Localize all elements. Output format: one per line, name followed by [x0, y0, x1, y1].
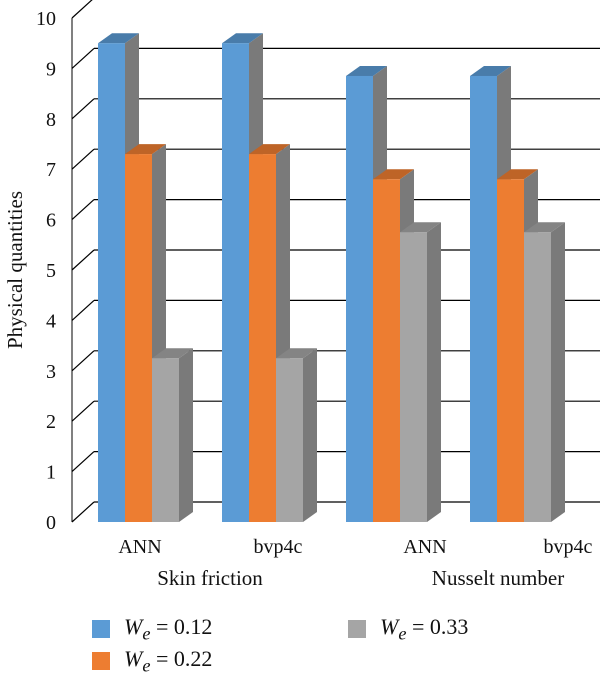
- legend-item-we-0-22: We = 0.22: [92, 646, 212, 676]
- legend: We = 0.12 We = 0.22 We = 0.33: [92, 608, 572, 675]
- y-tick-labels: 0 1 2 3 4 5 6 7 8 9 10: [36, 8, 56, 534]
- x-category-label: ANN: [118, 536, 161, 558]
- y-tick-label: 3: [46, 361, 56, 383]
- gridline: [71, 98, 600, 120]
- bar: [400, 222, 441, 522]
- y-axis-label: Physical quantities: [3, 191, 27, 349]
- gridline: [71, 47, 600, 69]
- bar: [276, 348, 317, 522]
- legend-swatch: [92, 652, 110, 671]
- bar-chart: 0 1 2 3 4 5 6 7 8 9 10 ANN bvp4c ANN bvp4c Skin frict…: [3, 0, 600, 590]
- legend-label: We = 0.22: [124, 646, 213, 676]
- legend-swatch: [92, 620, 110, 639]
- y-tick-label: 4: [46, 310, 56, 332]
- bar: [152, 348, 193, 522]
- x-group-label: Nusselt number: [432, 566, 564, 590]
- x-category-label: bvp4c: [544, 536, 593, 558]
- x-category-label: ANN: [403, 536, 446, 558]
- bar: [524, 222, 565, 522]
- x-category-labels: ANN bvp4c ANN bvp4c: [118, 536, 592, 558]
- y-tick-label: 2: [46, 411, 56, 433]
- legend-item-we-0-12: We = 0.12: [92, 614, 212, 644]
- legend-label: We = 0.12: [124, 614, 213, 644]
- y-tick-label: 1: [46, 462, 56, 484]
- legend-item-we-0-33: We = 0.33: [348, 614, 468, 644]
- legend-label: We = 0.33: [380, 614, 469, 644]
- legend-swatch: [348, 620, 366, 639]
- x-group-label: Skin friction: [157, 566, 263, 590]
- gridline: [71, 0, 93, 19]
- y-tick-label: 9: [46, 58, 56, 80]
- y-tick-label: 10: [36, 8, 56, 30]
- x-category-label: bvp4c: [254, 536, 303, 558]
- x-group-labels: Skin friction Nusselt number: [157, 566, 564, 590]
- y-tick-label: 0: [46, 512, 56, 534]
- y-tick-label: 6: [46, 210, 56, 232]
- y-tick-label: 7: [46, 159, 56, 181]
- bars: [98, 33, 565, 523]
- y-tick-label: 8: [46, 109, 56, 131]
- y-tick-label: 5: [46, 260, 56, 282]
